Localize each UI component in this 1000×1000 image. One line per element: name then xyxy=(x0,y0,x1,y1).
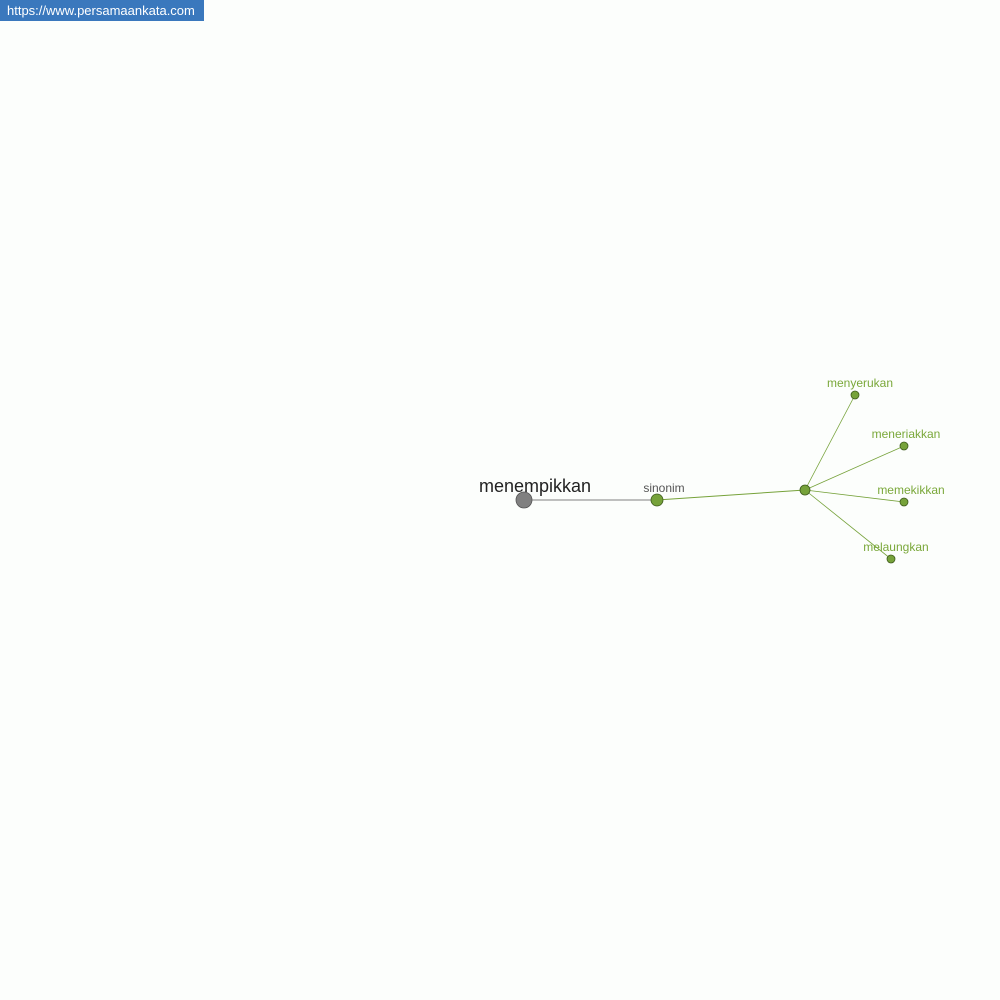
hub-node[interactable] xyxy=(799,484,811,496)
word-node[interactable] xyxy=(899,441,909,451)
word-node[interactable] xyxy=(850,390,860,400)
edge-hub-word xyxy=(804,489,905,503)
word-label[interactable]: meneriakkan xyxy=(872,427,941,441)
edge-relation-hub xyxy=(656,489,806,501)
word-label[interactable]: menyerukan xyxy=(827,376,893,390)
word-label[interactable]: melaungkan xyxy=(863,540,928,554)
site-url-banner[interactable]: https://www.persamaankata.com xyxy=(0,0,204,21)
word-node[interactable] xyxy=(886,554,896,564)
edge-hub-word xyxy=(804,394,856,491)
relation-label: sinonim xyxy=(643,481,684,495)
word-label[interactable]: memekikkan xyxy=(877,483,944,497)
root-node[interactable] xyxy=(515,491,533,509)
root-label[interactable]: menempikkan xyxy=(479,476,591,496)
word-node[interactable] xyxy=(899,497,909,507)
relation-node[interactable] xyxy=(650,493,664,507)
edge-hub-word xyxy=(804,489,892,560)
edge-hub-word xyxy=(804,445,905,491)
